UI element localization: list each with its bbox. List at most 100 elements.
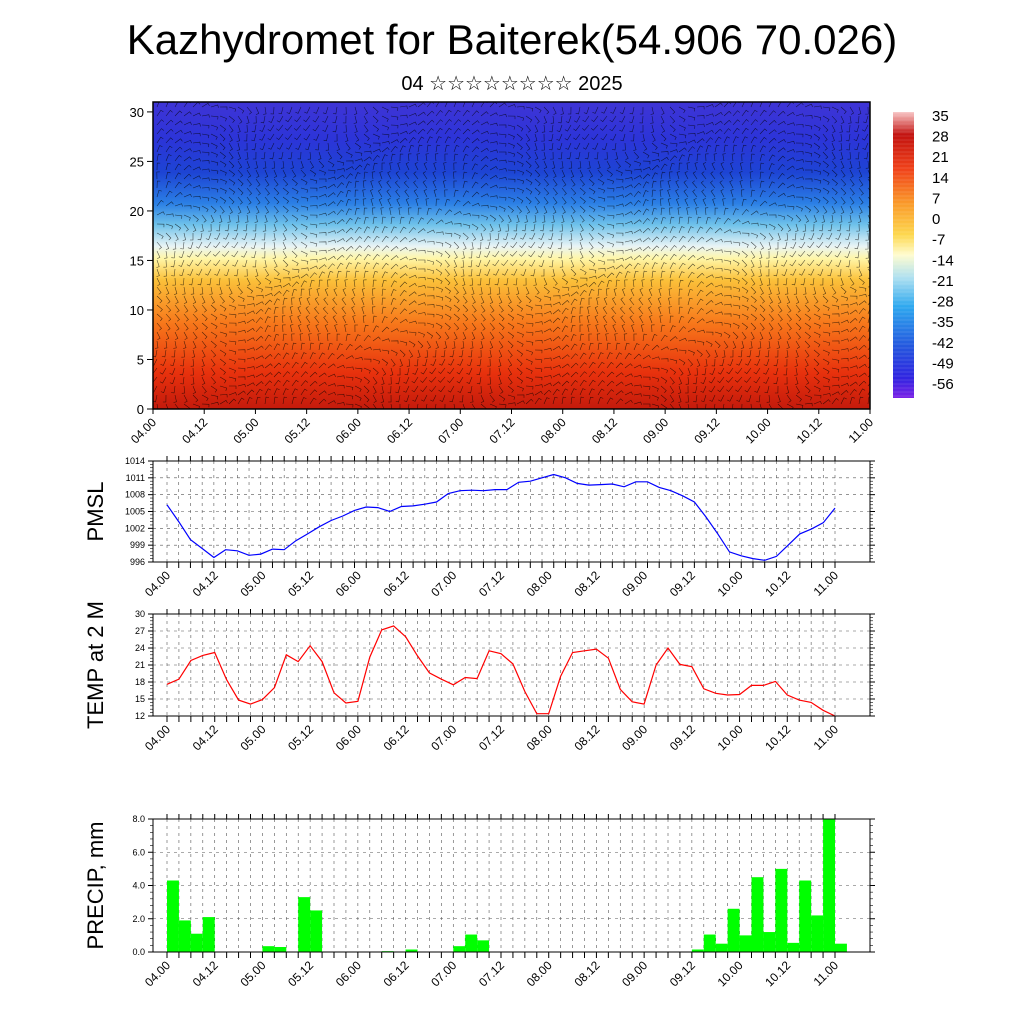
- wind-barb: [264, 316, 271, 324]
- wind-barb: [750, 241, 757, 250]
- wind-barb: [867, 259, 870, 268]
- wind-barb: [516, 367, 523, 376]
- wind-barb: [687, 216, 692, 225]
- wind-barb: [471, 163, 478, 171]
- wind-barb: [633, 393, 642, 397]
- wind-barb: [223, 232, 230, 240]
- wind-barb: [759, 331, 764, 340]
- wind-barb: [423, 162, 428, 171]
- wind-barb: [651, 254, 659, 261]
- wind-barb: [582, 133, 590, 140]
- wind-barb: [638, 297, 644, 306]
- wind-barb: [633, 343, 640, 351]
- wind-barb: [813, 358, 820, 367]
- wind-barb: [854, 250, 860, 259]
- wind-barb: [255, 196, 261, 205]
- wind-barb: [633, 151, 640, 160]
- wind-barb: [174, 304, 180, 313]
- wind-barb: [845, 133, 851, 142]
- wind-barb: [767, 340, 771, 349]
- wind-barb: [282, 187, 289, 195]
- wind-barb: [738, 349, 743, 358]
- wind-barb: [379, 171, 383, 180]
- wind-barb: [156, 136, 164, 144]
- wind-barb: [162, 394, 167, 403]
- wind-barb: [180, 241, 185, 250]
- wind-barb: [244, 268, 248, 277]
- wind-barb: [678, 326, 686, 333]
- wind-barb: [705, 216, 711, 225]
- wind-barb: [476, 268, 482, 277]
- wind-barb: [246, 374, 255, 378]
- wind-barb: [417, 239, 426, 243]
- wind-barb: [305, 142, 311, 151]
- wind-barb: [640, 324, 645, 333]
- wind-barb: [543, 169, 549, 178]
- wind-barb: [390, 307, 397, 315]
- wind-barb: [669, 106, 676, 115]
- wind-barb: [570, 277, 578, 284]
- wind-barb: [676, 171, 680, 180]
- wind-barb: [591, 133, 599, 140]
- wind-barb: [430, 358, 437, 366]
- wind-barb: [219, 115, 227, 122]
- wind-barb: [669, 262, 677, 270]
- wind-barb: [480, 214, 488, 221]
- wind-barb: [354, 345, 363, 351]
- wind-barb: [597, 288, 602, 297]
- colorbar-label: -42: [932, 335, 954, 352]
- wind-barb: [741, 295, 749, 302]
- wind-barb: [849, 309, 858, 315]
- wind-barb: [561, 277, 569, 285]
- wind-barb: [432, 171, 437, 180]
- wind-barb: [309, 362, 317, 369]
- wind-barb: [570, 380, 578, 387]
- wind-barb: [813, 160, 821, 167]
- wind-barb: [732, 127, 740, 135]
- wind-barb: [714, 322, 723, 326]
- wind-barb: [570, 169, 575, 178]
- wind-barb: [453, 189, 459, 198]
- wind-barb: [642, 142, 648, 151]
- wind-barb: [372, 235, 380, 243]
- wind-barb: [816, 241, 824, 248]
- wind-barb: [219, 358, 226, 366]
- wind-barb: [363, 335, 371, 342]
- wind-barb: [426, 229, 435, 234]
- wind-barb: [362, 189, 366, 198]
- precip-bar: [703, 934, 716, 952]
- wind-barb: [372, 279, 377, 288]
- wind-barb: [453, 313, 460, 321]
- wind-barb: [804, 394, 812, 401]
- wind-barb: [624, 363, 633, 369]
- wind-barb: [489, 214, 497, 222]
- wind-barb: [516, 304, 524, 312]
- wind-barb: [615, 342, 621, 351]
- wind-barb: [804, 196, 813, 202]
- wind-barb: [413, 180, 419, 189]
- x-tick-label: 06.12: [381, 722, 412, 753]
- wind-barb: [273, 205, 279, 214]
- wind-barb: [831, 178, 838, 186]
- wind-barb: [284, 124, 293, 131]
- wind-barb: [462, 403, 466, 409]
- wind-barb: [660, 156, 669, 162]
- wind-barb: [615, 160, 621, 169]
- wind-barb: [633, 262, 641, 270]
- wind-barb: [246, 187, 252, 196]
- wind-barb: [597, 232, 605, 240]
- wind-barb: [457, 358, 464, 366]
- wind-barb: [291, 352, 298, 360]
- wind-barb: [210, 124, 218, 131]
- wind-barb: [282, 379, 290, 387]
- wind-barb: [219, 313, 227, 320]
- wind-barb: [210, 104, 219, 108]
- wind-barb: [620, 133, 626, 142]
- wind-barb: [361, 288, 366, 297]
- wind-barb: [233, 268, 239, 277]
- wind-barb: [741, 259, 748, 268]
- wind-barb: [534, 295, 542, 303]
- wind-barb: [192, 214, 199, 222]
- wind-barb: [261, 151, 266, 160]
- wind-barb: [588, 169, 593, 178]
